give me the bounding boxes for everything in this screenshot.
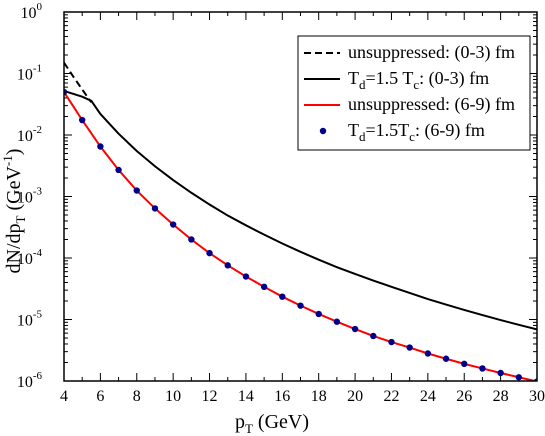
data-point (406, 344, 413, 351)
x-tick-label: 20 (347, 388, 363, 405)
data-point (333, 318, 341, 325)
legend-entry: unsuppressed: (6-9) fm (348, 94, 515, 115)
data-point (442, 355, 450, 362)
data-point (224, 262, 231, 269)
legend-marker (319, 127, 327, 135)
x-tick-label: 24 (420, 388, 436, 405)
x-tick-label: 10 (165, 388, 181, 405)
y-tick-labels: 100 10-1 10-2 10-3 10-4 10-5 10-6 (17, 1, 43, 391)
data-point (424, 350, 432, 357)
data-point (388, 338, 395, 346)
data-point (461, 360, 468, 368)
x-tick-label: 22 (383, 388, 399, 405)
data-point (497, 369, 504, 377)
x-tick-label: 4 (60, 388, 68, 405)
y-tick-label: 100 (21, 1, 43, 22)
data-point (133, 187, 140, 194)
y-tick-label: 10-4 (17, 247, 43, 268)
data-point (297, 302, 304, 309)
data-point (279, 293, 286, 300)
x-tick-label: 26 (456, 388, 472, 405)
legend-entry: unsuppressed: (0-3) fm (348, 42, 515, 63)
y-tick-label: 10-3 (17, 186, 43, 207)
legend-entry: Td=1.5 Tc: (0-3) fm (348, 68, 489, 92)
data-point (188, 236, 195, 243)
data-point (78, 116, 86, 124)
data-point (115, 166, 122, 174)
data-point (515, 374, 523, 381)
data-point (64, 88, 68, 96)
legend-entry: Td=1.5Tc: (6-9) fm (348, 120, 485, 144)
data-point (97, 143, 104, 150)
y-axis-label: dN/dpT (GeV-1) (0, 149, 28, 274)
data-point (151, 205, 159, 212)
data-point (315, 310, 322, 318)
x-axis-label: pT (GeV) (235, 411, 309, 436)
data-point (169, 221, 177, 228)
x-tick-label: 14 (238, 388, 254, 405)
x-tick-label: 30 (529, 388, 545, 405)
series-line-1 (64, 62, 93, 103)
y-tick-label: 10-2 (17, 124, 42, 145)
x-tick-label: 18 (311, 388, 327, 405)
data-point (242, 273, 250, 280)
series-layer (64, 62, 537, 381)
y-tick-label: 10-1 (17, 63, 42, 84)
x-tick-label: 6 (96, 388, 104, 405)
x-tick-labels: 4 6 8 10 12 14 16 18 20 22 24 26 28 30 (60, 388, 545, 405)
data-point (206, 249, 213, 257)
y-tick-label: 10-5 (17, 309, 43, 330)
x-tick-label: 16 (274, 388, 290, 405)
series-line-2 (64, 90, 537, 331)
x-tick-label: 8 (133, 388, 141, 405)
y-tick-label: 10-6 (17, 370, 43, 391)
data-point (479, 365, 486, 372)
x-tick-label: 12 (202, 388, 218, 405)
legend: unsuppressed: (0-3) fm Td=1.5 Tc: (0-3) f… (297, 35, 531, 151)
data-point (260, 283, 268, 291)
data-point (351, 325, 359, 333)
data-point (370, 332, 377, 340)
legend-box (297, 35, 531, 151)
plot-frame (63, 11, 538, 382)
x-tick-label: 28 (493, 388, 509, 405)
